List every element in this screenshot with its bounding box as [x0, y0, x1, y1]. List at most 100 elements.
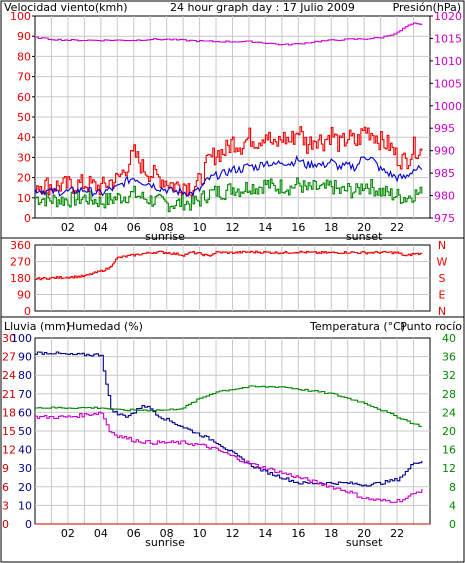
chart-dynamic-layer: 0102030405060708090100975980985990995100…: [2, 10, 462, 549]
ytick-label-temperature: 12: [442, 462, 456, 475]
ytick-label-wind: 40: [17, 131, 31, 144]
xtick-label-p3: 04: [94, 527, 108, 540]
ytick-label-rain: 0: [2, 518, 9, 531]
ytick-label-wind: 30: [17, 151, 31, 164]
ytick-label-pressure: 995: [434, 122, 455, 135]
xtick-label-p3: 10: [193, 527, 207, 540]
xtick-label-p1: 10: [193, 221, 207, 234]
ytick-label-rain: 27: [2, 351, 16, 364]
xtick-label-p1: 12: [226, 221, 240, 234]
ytick-label-rain: 6: [2, 481, 9, 494]
ytick-label-humidity: 0: [25, 518, 32, 531]
sunrise-label-p1: sunrise: [145, 230, 185, 243]
sunrise-label-p3: sunrise: [145, 536, 185, 549]
ytick-label-compass: N: [438, 239, 446, 252]
ytick-label-direction: 180: [10, 272, 31, 285]
ytick-label-humidity: 20: [18, 481, 32, 494]
ytick-label-pressure: 975: [434, 212, 455, 225]
xtick-label-p3: 16: [291, 527, 305, 540]
date-title: 24 hour graph day : 17 Julio 2009: [170, 1, 355, 14]
ytick-label-compass: N: [438, 305, 446, 318]
ytick-label-wind: 20: [17, 172, 31, 185]
ytick-label-wind: 0: [24, 212, 31, 225]
ytick-label-humidity: 60: [18, 406, 32, 419]
ytick-label-pressure: 1005: [434, 77, 462, 90]
ytick-label-wind: 10: [17, 192, 31, 205]
xtick-label-p1: 04: [94, 221, 108, 234]
ytick-label-wind: 80: [17, 50, 31, 63]
ytick-label-temperature: 40: [442, 332, 456, 345]
ytick-label-rain: 9: [2, 462, 9, 475]
ytick-label-humidity: 70: [18, 388, 32, 401]
ytick-label-rain: 21: [2, 388, 16, 401]
xtick-label-p1: 02: [61, 221, 75, 234]
ytick-label-pressure: 1020: [434, 10, 462, 23]
xtick-label-p1: 20: [357, 221, 371, 234]
ytick-label-pressure: 1015: [434, 32, 462, 45]
ytick-label-compass: E: [439, 289, 446, 302]
xtick-label-p1: 06: [127, 221, 141, 234]
ytick-label-humidity: 50: [18, 425, 32, 438]
series-wind-low: [35, 177, 423, 213]
ytick-label-wind: 70: [17, 71, 31, 84]
humidity-legend-label: Humedad (%): [67, 320, 143, 333]
ytick-label-humidity: 100: [11, 332, 32, 345]
temperature-legend-label: Temperatura (°C): [309, 320, 405, 333]
ytick-label-wind: 60: [17, 91, 31, 104]
ytick-label-rain: 18: [2, 406, 16, 419]
ytick-label-humidity: 90: [18, 351, 32, 364]
ytick-label-compass: W: [437, 256, 448, 269]
ytick-label-humidity: 40: [18, 444, 32, 457]
ytick-label-direction: 0: [24, 305, 31, 318]
ytick-label-temperature: 0: [449, 518, 456, 531]
ytick-label-pressure: 990: [434, 145, 455, 158]
ytick-label-direction: 90: [17, 289, 31, 302]
ytick-label-wind: 50: [17, 111, 31, 124]
series-humedad-: [35, 351, 423, 487]
ytick-label-pressure: 1000: [434, 100, 462, 113]
rain-legend-label: Lluvia (mm): [4, 320, 70, 333]
xtick-label-p3: 22: [390, 527, 404, 540]
sunset-label-p1: sunset: [346, 230, 383, 243]
sunset-label-p3: sunset: [346, 536, 383, 549]
xtick-label-p1: 08: [160, 221, 174, 234]
dewpoint-legend-label: Punto rocío: [400, 320, 462, 333]
xtick-label-p3: 06: [127, 527, 141, 540]
ytick-label-compass: S: [439, 272, 446, 285]
xtick-label-p1: 16: [291, 221, 305, 234]
ytick-label-temperature: 4: [449, 499, 456, 512]
series-wind-average: [34, 154, 423, 198]
series-temperatura-c-: [35, 385, 422, 427]
ytick-label-humidity: 30: [18, 462, 32, 475]
xtick-label-p1: 18: [324, 221, 338, 234]
xtick-label-p1: 22: [390, 221, 404, 234]
pressure-title: Presión(hPa): [393, 1, 461, 14]
series-wind-direction: [35, 250, 423, 281]
ytick-label-rain: 3: [2, 499, 9, 512]
xtick-label-p3: 08: [160, 527, 174, 540]
ytick-label-wind: 90: [17, 30, 31, 43]
series-punto-roc-o: [35, 411, 423, 503]
ytick-label-pressure: 1010: [434, 55, 462, 68]
ytick-label-temperature: 16: [442, 444, 456, 457]
xtick-label-p3: 14: [258, 527, 272, 540]
xtick-label-p3: 02: [61, 527, 75, 540]
series-wind-gust: [35, 126, 423, 197]
ytick-label-temperature: 36: [442, 351, 456, 364]
xtick-label-p3: 18: [324, 527, 338, 540]
ytick-label-pressure: 985: [434, 167, 455, 180]
ytick-label-temperature: 28: [442, 388, 456, 401]
ytick-label-direction: 360: [10, 239, 31, 252]
ytick-label-temperature: 32: [442, 369, 456, 382]
ytick-label-rain: 12: [2, 444, 16, 457]
ytick-label-direction: 270: [10, 256, 31, 269]
series-pressure: [35, 22, 423, 46]
xtick-label-p3: 20: [357, 527, 371, 540]
ytick-label-temperature: 20: [442, 425, 456, 438]
ytick-label-humidity: 80: [18, 369, 32, 382]
ytick-label-temperature: 8: [449, 481, 456, 494]
wind-speed-title: Velocidad viento(kmh): [4, 1, 128, 14]
ytick-label-temperature: 24: [442, 406, 456, 419]
